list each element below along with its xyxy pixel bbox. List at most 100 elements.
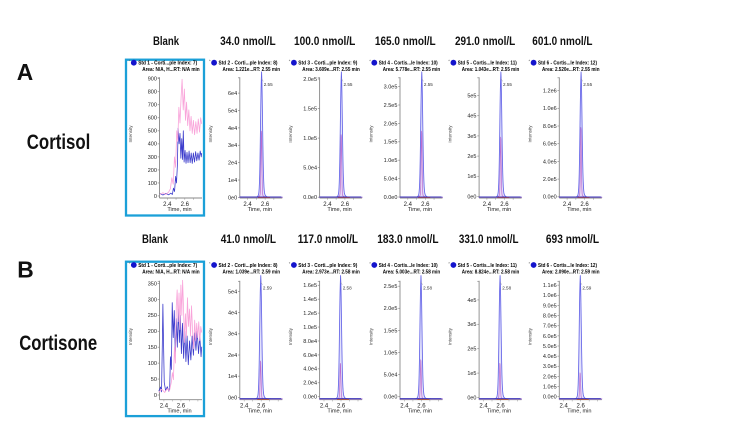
svg-text:3e5: 3e5 [467, 134, 476, 140]
svg-text:2.6: 2.6 [181, 202, 190, 208]
svg-text:5.0e5: 5.0e5 [543, 344, 557, 350]
svg-text:Std 6 - Cortis...le Index: 12): Std 6 - Cortis...le Index: 12) [538, 61, 597, 67]
svg-text:6.0e4: 6.0e4 [303, 353, 317, 359]
svg-text:Area: 5.778e...RT: 2.55 min: Area: 5.778e...RT: 2.55 min [383, 67, 441, 73]
svg-text:34.0 nmol/L: 34.0 nmol/L [220, 36, 276, 48]
svg-text:*: * [129, 59, 131, 64]
svg-text:5e4: 5e4 [228, 108, 237, 114]
svg-text:2.55: 2.55 [424, 82, 433, 87]
svg-text:*: * [209, 261, 211, 266]
svg-text:Time, min: Time, min [408, 409, 432, 415]
svg-text:2.4: 2.4 [163, 202, 172, 208]
svg-text:Std 3 - Corti...ple Index: 9): Std 3 - Corti...ple Index: 9) [298, 61, 357, 67]
svg-text:250: 250 [148, 313, 157, 319]
svg-text:Std 5 - Cortis...le Index: 11): Std 5 - Cortis...le Index: 11) [458, 263, 517, 269]
svg-text:600: 600 [148, 116, 157, 122]
svg-text:Area: 1.039e...RT: 2.59 min: Area: 1.039e...RT: 2.59 min [223, 270, 281, 276]
svg-text:Area: 8.824e...RT: 2.58 min: Area: 8.824e...RT: 2.58 min [462, 270, 520, 276]
svg-text:*: * [289, 59, 291, 64]
svg-text:0.0e0: 0.0e0 [543, 395, 557, 401]
svg-text:1.0e5: 1.0e5 [384, 158, 398, 164]
svg-text:Area: 3.609e...RT: 2.55 min: Area: 3.609e...RT: 2.55 min [302, 67, 360, 73]
svg-text:1.5e5: 1.5e5 [303, 106, 317, 112]
svg-text:4e5: 4e5 [467, 298, 476, 304]
svg-text:2e5: 2e5 [467, 347, 476, 353]
svg-text:Time, min: Time, min [327, 207, 351, 213]
svg-text:0.0e0: 0.0e0 [384, 395, 398, 401]
svg-text:2.55: 2.55 [583, 82, 592, 87]
svg-text:Area: 2.090e...RT: 2.59 min: Area: 2.090e...RT: 2.59 min [542, 270, 600, 276]
svg-text:1.5e5: 1.5e5 [384, 328, 398, 334]
svg-text:3.0e5: 3.0e5 [384, 85, 398, 91]
svg-text:Intensity: Intensity [128, 327, 133, 345]
svg-text:2.0e5: 2.0e5 [543, 177, 557, 183]
svg-text:Area: 1.221e...RT: 2.55 min: Area: 1.221e...RT: 2.55 min [223, 67, 281, 73]
svg-text:3.0e5: 3.0e5 [543, 364, 557, 370]
svg-text:200: 200 [148, 329, 157, 335]
svg-text:2.6: 2.6 [417, 404, 426, 410]
svg-text:2.4: 2.4 [563, 202, 572, 208]
svg-text:1.2e5: 1.2e5 [303, 311, 317, 317]
svg-text:2.0e5: 2.0e5 [303, 77, 317, 83]
svg-text:2.6: 2.6 [177, 404, 186, 410]
svg-text:1e5: 1e5 [467, 371, 476, 377]
svg-text:5.0e4: 5.0e4 [303, 166, 317, 172]
svg-text:0e0: 0e0 [467, 194, 476, 200]
svg-text:2.0e5: 2.0e5 [384, 306, 398, 312]
svg-text:Intensity: Intensity [368, 327, 373, 345]
svg-text:2e5: 2e5 [467, 154, 476, 160]
svg-text:*: * [209, 59, 211, 64]
svg-text:Cortisol: Cortisol [27, 130, 91, 154]
svg-text:601.0 nmol/L: 601.0 nmol/L [532, 36, 592, 48]
svg-text:4.0e5: 4.0e5 [543, 354, 557, 360]
svg-text:Std 1 - Corti...ple Index: 7): Std 1 - Corti...ple Index: 7) [138, 263, 197, 269]
svg-text:Std 1 - Corti...ple Index: 7): Std 1 - Corti...ple Index: 7) [138, 61, 197, 67]
svg-text:2.0e5: 2.0e5 [543, 374, 557, 380]
svg-text:8.0e4: 8.0e4 [303, 339, 317, 345]
svg-text:Time, min: Time, min [327, 409, 351, 415]
svg-text:300: 300 [148, 155, 157, 161]
svg-text:4e4: 4e4 [228, 126, 237, 132]
svg-text:1.0e5: 1.0e5 [543, 385, 557, 391]
svg-text:Std 3 - Corti...ple Index: 9): Std 3 - Corti...ple Index: 9) [298, 263, 357, 269]
svg-text:500: 500 [148, 129, 157, 135]
svg-text:*: * [529, 59, 531, 64]
svg-text:Blank: Blank [153, 36, 180, 48]
svg-text:0e0: 0e0 [228, 395, 237, 401]
svg-text:1e4: 1e4 [228, 374, 237, 380]
svg-text:Intensity: Intensity [288, 327, 293, 345]
svg-text:Area: 5.003e...RT: 2.58 min: Area: 5.003e...RT: 2.58 min [383, 270, 441, 276]
svg-text:2.6: 2.6 [580, 202, 589, 208]
svg-text:Time, min: Time, min [567, 207, 591, 213]
svg-text:2.6: 2.6 [577, 404, 586, 410]
svg-text:Time, min: Time, min [487, 207, 511, 213]
svg-text:2.4: 2.4 [240, 404, 249, 410]
svg-text:1.0e5: 1.0e5 [303, 136, 317, 142]
svg-text:Area: 2.520e...RT: 2.55 min: Area: 2.520e...RT: 2.55 min [542, 67, 600, 73]
svg-text:2.6: 2.6 [257, 404, 266, 410]
svg-text:8.0e5: 8.0e5 [543, 314, 557, 320]
svg-text:3e4: 3e4 [228, 332, 237, 338]
svg-text:1.1e6: 1.1e6 [543, 283, 557, 289]
svg-text:4e5: 4e5 [467, 114, 476, 120]
svg-text:1e5: 1e5 [467, 174, 476, 180]
svg-text:5e5: 5e5 [467, 93, 476, 99]
svg-text:2.59: 2.59 [582, 286, 591, 291]
svg-text:0: 0 [154, 194, 157, 200]
svg-text:6.0e5: 6.0e5 [543, 334, 557, 340]
svg-text:2.4: 2.4 [400, 404, 409, 410]
svg-text:2e4: 2e4 [228, 161, 237, 167]
svg-text:693 nmol/L: 693 nmol/L [546, 234, 599, 246]
svg-text:100: 100 [148, 361, 157, 367]
svg-text:Time, min: Time, min [567, 409, 591, 415]
svg-text:Area: N/A, H...RT: N/A min: Area: N/A, H...RT: N/A min [142, 67, 200, 73]
svg-text:183.0 nmol/L: 183.0 nmol/L [377, 234, 438, 246]
svg-text:0.0e0: 0.0e0 [303, 195, 317, 201]
svg-text:2.59: 2.59 [263, 286, 272, 291]
svg-text:*: * [448, 59, 450, 64]
svg-text:Intensity: Intensity [208, 327, 213, 345]
svg-text:Intensity: Intensity [448, 125, 453, 143]
svg-text:2.0e5: 2.0e5 [384, 121, 398, 127]
svg-text:Time, min: Time, min [487, 409, 511, 415]
svg-text:1.5e5: 1.5e5 [384, 140, 398, 146]
